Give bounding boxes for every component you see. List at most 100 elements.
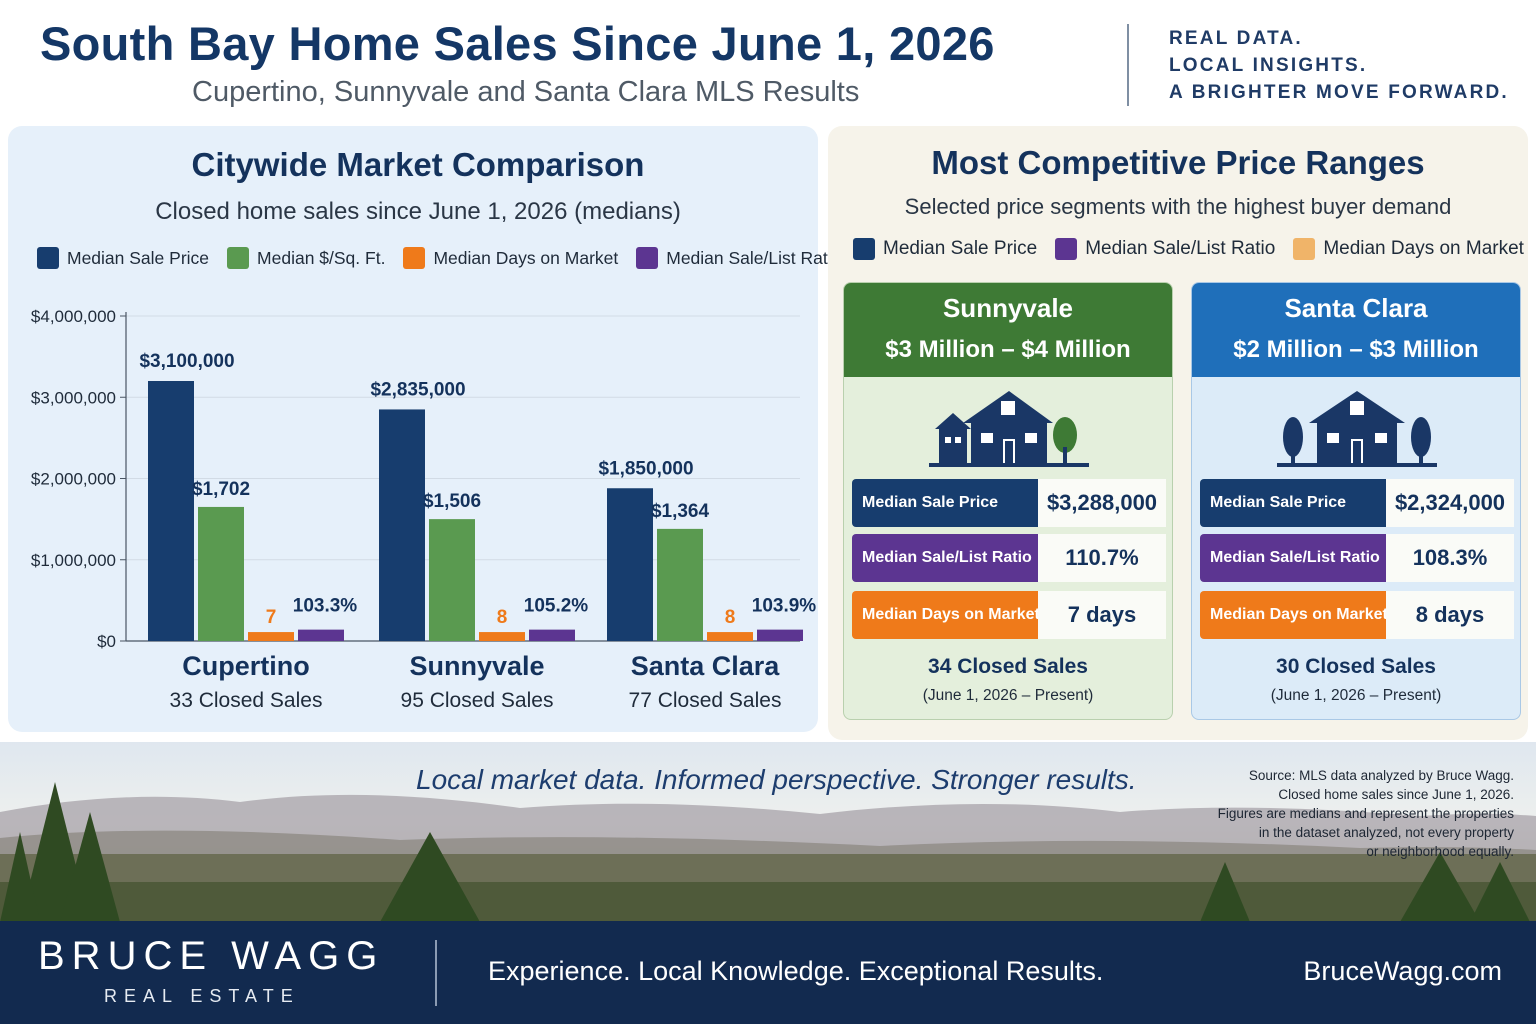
legend-label: Median Sale Price (67, 247, 210, 268)
bar-median-sq-ft- (198, 506, 244, 641)
metric-label: Median Days on Market (852, 591, 1040, 639)
bar-median-sale-list-ratio (757, 629, 803, 641)
bar-median-sq-ft- (657, 528, 703, 641)
card-closed-sales: 34 Closed Sales (928, 655, 1088, 678)
metric-value: 8 days (1386, 591, 1514, 639)
y-tick-label: $2,000,000 (31, 470, 116, 489)
metric-row-sale-list-ratio: Median Sale/List Ratio 108.3% (1200, 534, 1514, 582)
category-label: Santa Clara (631, 651, 781, 681)
data-label: 103.3% (293, 596, 358, 617)
competitive-subtitle: Selected price segments with the highest… (904, 194, 1452, 219)
legend-label: Median Sale/List Ratio (1085, 238, 1276, 259)
page-title: South Bay Home Sales Since June 1, 2026 (40, 17, 995, 70)
card-city: Sunnyvale (942, 293, 1074, 323)
data-label: 8 (725, 607, 736, 628)
metric-value: 7 days (1038, 591, 1166, 639)
source-line: Figures are medians and represent the pr… (1217, 806, 1514, 821)
metric-label: Median Days on Market (1200, 591, 1388, 639)
card-period: (June 1, 2026 – Present) (922, 687, 1094, 704)
legend-item-sale-list-ratio: Median Sale/List Ratio (636, 247, 841, 269)
metric-label: Median Sale/List Ratio (1200, 534, 1386, 582)
legend-label: Median Days on Market (433, 247, 619, 268)
house-icon (1277, 391, 1437, 467)
competitive-title: Most Competitive Price Ranges (931, 144, 1425, 181)
metric-value: 108.3% (1386, 534, 1514, 582)
closed-sales-label: 33 Closed Sales (170, 689, 323, 712)
card-period: (June 1, 2026 – Present) (1270, 687, 1442, 704)
source-line: or neighborhood equally. (1366, 844, 1514, 859)
bar-median-sq-ft- (429, 519, 475, 641)
metric-row-sale-price: Median Sale Price $3,288,000 (852, 479, 1166, 527)
legend-item-price-sqft: Median $/Sq. Ft. (227, 247, 385, 269)
tagline-line-2: LOCAL INSIGHTS. (1169, 55, 1368, 76)
metric-row-days-on-market: Median Days on Market 7 days (852, 591, 1166, 639)
data-label: 8 (497, 607, 508, 628)
chart-legend: Median Sale Price Median $/Sq. Ft. Media… (37, 247, 841, 269)
legend-swatch-light-orange (1293, 238, 1316, 260)
y-tick-label: $3,000,000 (31, 388, 116, 407)
card-closed-sales: 30 Closed Sales (1276, 655, 1436, 678)
bar-median-sale-price (148, 381, 194, 641)
banner-tagline: Local market data. Informed perspective.… (416, 764, 1137, 795)
bar-median-days-on-market (707, 632, 753, 641)
y-tick-label: $4,000,000 (31, 307, 116, 326)
closed-sales-label: 95 Closed Sales (401, 689, 554, 712)
legend-label: Median Sale Price (883, 238, 1038, 259)
citywide-subtitle: Closed home sales since June 1, 2026 (me… (155, 198, 681, 225)
legend-item-sale-list-ratio: Median Sale/List Ratio (1055, 238, 1275, 260)
legend-swatch-green (227, 247, 250, 269)
data-label: $3,100,000 (139, 351, 234, 372)
source-note: Source: MLS data analyzed by Bruce Wagg.… (1184, 766, 1514, 861)
metric-row-sale-list-ratio: Median Sale/List Ratio 110.7% (852, 534, 1166, 582)
data-label: 103.9% (752, 596, 817, 617)
bar-median-sale-price (379, 409, 425, 641)
legend-item-days-on-market: Median Days on Market (1293, 238, 1524, 260)
legend-swatch-orange (403, 247, 426, 269)
brand-logo-text: BRUCE WAGG (38, 934, 385, 978)
data-label: $1,702 (192, 479, 250, 500)
footer-slogan: Experience. Local Knowledge. Exceptional… (488, 956, 1104, 986)
legend-label: Median $/Sq. Ft. (257, 247, 386, 268)
card-header: Santa Clara $2 Million – $3 Million (1192, 283, 1520, 377)
legend-label: Median Days on Market (1323, 238, 1524, 259)
legend-item-sale-price: Median Sale Price (853, 238, 1037, 260)
bar-median-days-on-market (479, 632, 525, 641)
metric-row-sale-price: Median Sale Price $2,324,000 (1200, 479, 1514, 527)
card-price-range: $2 Million – $3 Million (1233, 336, 1479, 363)
card-header: Sunnyvale $3 Million – $4 Million (844, 283, 1172, 377)
legend-swatch-navy (37, 247, 59, 269)
metric-label: Median Sale Price (1200, 479, 1386, 527)
y-tick-label: $0 (97, 632, 116, 651)
valley-landscape-image (0, 742, 1536, 922)
website-link[interactable]: BruceWagg.com (1303, 956, 1502, 986)
citywide-bar-chart: $0 $1,000,000 $2,000,000 $3,000,000 $4,000,0… (31, 307, 817, 712)
y-tick-label: $1,000,000 (31, 551, 116, 570)
data-label: $2,835,000 (370, 379, 465, 400)
data-label: 7 (266, 607, 277, 628)
metric-value: 110.7% (1038, 534, 1166, 582)
data-label: $1,850,000 (598, 458, 693, 479)
footer-divider (435, 940, 437, 1006)
santa-clara-card: Santa Clara $2 Million – $3 Million Medi… (1191, 282, 1521, 720)
page-subtitle: Cupertino, Sunnyvale and Santa Clara MLS… (192, 76, 860, 108)
legend-item-sale-price: Median Sale Price (37, 247, 209, 269)
tagline-line-3: A BRIGHTER MOVE FORWARD. (1169, 82, 1509, 103)
sunnyvale-card: Sunnyvale $3 Million – $4 Million Median… (843, 282, 1173, 720)
bar-median-sale-list-ratio (529, 629, 575, 641)
bar-median-days-on-market (248, 632, 294, 641)
metric-row-days-on-market: Median Days on Market 8 days (1200, 591, 1514, 639)
card-city: Santa Clara (1284, 293, 1428, 323)
metric-value: $2,324,000 (1386, 479, 1514, 527)
category-label: Cupertino (182, 651, 310, 681)
card-price-range: $3 Million – $4 Million (885, 336, 1131, 363)
header-divider (1127, 24, 1129, 106)
house-icon (929, 391, 1089, 467)
ranges-legend: Median Sale Price Median Sale/List Ratio… (853, 238, 1524, 260)
data-label: 105.2% (524, 596, 589, 617)
bar-median-sale-price (607, 488, 653, 641)
tagline-line-1: REAL DATA. (1169, 28, 1303, 49)
citywide-title: Citywide Market Comparison (191, 146, 645, 183)
source-line: Closed home sales since June 1, 2026. (1278, 787, 1514, 802)
source-line: in the dataset analyzed, not every prope… (1258, 825, 1514, 840)
source-line: Source: MLS data analyzed by Bruce Wagg. (1248, 768, 1514, 783)
